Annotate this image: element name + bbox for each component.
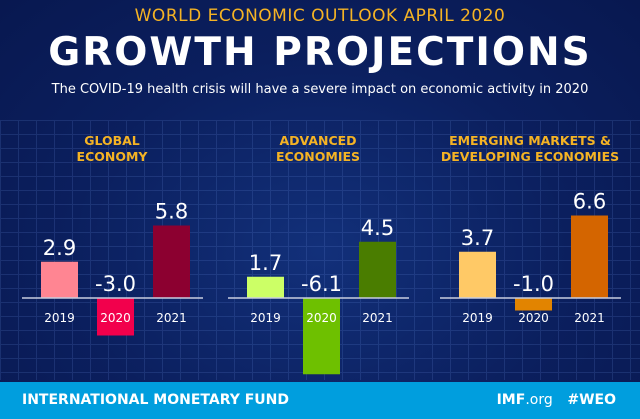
org-name: INTERNATIONAL MONETARY FUND [22, 392, 289, 408]
chart-title: ADVANCED [279, 133, 356, 148]
bar [247, 276, 284, 298]
bar [303, 298, 340, 375]
chart-title: EMERGING MARKETS & [449, 133, 611, 148]
bar [571, 215, 608, 298]
bar [97, 298, 134, 336]
bar [515, 298, 552, 311]
data-label: -1.0 [513, 272, 554, 296]
data-label: 1.7 [249, 251, 282, 275]
tick-label: 2020 [100, 311, 131, 325]
tick-label: 2021 [362, 311, 393, 325]
chart-title: DEVELOPING ECONOMIES [441, 149, 619, 164]
subtitle: The COVID-19 health crisis will have a s… [51, 82, 589, 97]
data-label: 5.8 [155, 200, 188, 224]
data-label: -6.1 [301, 272, 342, 296]
tick-label: 2021 [574, 311, 605, 325]
tick-label: 2020 [518, 311, 549, 325]
footer-links: IMF.org #WEO [497, 392, 616, 408]
data-label: 4.5 [361, 216, 394, 240]
supertitle: WORLD ECONOMIC OUTLOOK APRIL 2020 [134, 6, 506, 26]
bar [459, 251, 496, 298]
hashtag: #WEO [567, 392, 616, 408]
chart-title: ECONOMIES [276, 149, 360, 164]
data-label: -3.0 [95, 272, 136, 296]
site-link[interactable]: IMF.org [496, 392, 553, 408]
footer: INTERNATIONAL MONETARY FUND IMF.org #WEO [0, 382, 640, 419]
bar [153, 225, 190, 298]
tick-label: 2019 [462, 311, 493, 325]
data-label: 6.6 [573, 190, 606, 214]
data-label: 2.9 [43, 236, 76, 260]
page-title: GROWTH PROJECTIONS [48, 30, 592, 75]
bar [41, 261, 78, 298]
tick-label: 2020 [306, 311, 337, 325]
tick-label: 2019 [250, 311, 281, 325]
tick-label: 2019 [44, 311, 75, 325]
chart-title: ECONOMY [77, 149, 149, 164]
data-label: 3.7 [461, 226, 494, 250]
bar [359, 241, 396, 298]
chart-title: GLOBAL [84, 133, 140, 148]
tick-label: 2021 [156, 311, 187, 325]
